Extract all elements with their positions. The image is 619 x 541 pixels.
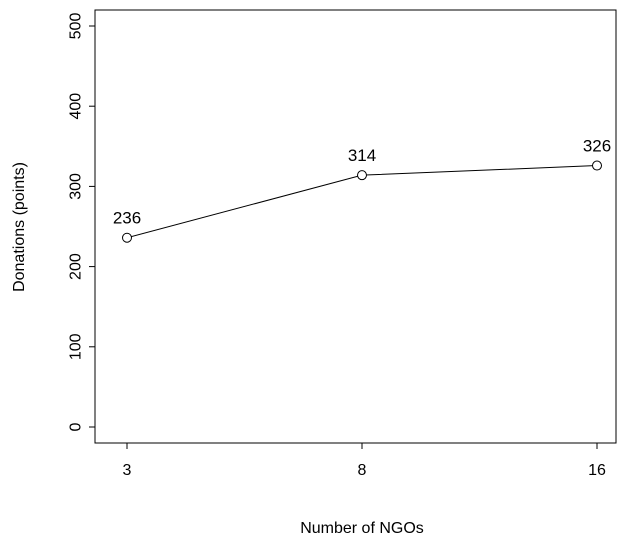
y-tick-label: 200: [68, 253, 85, 280]
data-point: [122, 232, 132, 243]
data-point: [357, 170, 367, 181]
data-label: 314: [348, 146, 376, 165]
x-axis-title: Number of NGOs: [300, 520, 424, 537]
x-tick-label: 3: [123, 462, 132, 479]
y-axis-title: Donations (points): [11, 162, 28, 292]
data-label: 236: [113, 209, 141, 228]
y-tick-label: 500: [68, 13, 85, 40]
y-axis: 0 100 200 300 400 500: [68, 13, 96, 431]
plot-frame: [94, 9, 617, 444]
y-tick-label: 300: [68, 173, 85, 200]
x-tick-label: 16: [588, 462, 606, 479]
data-point: [592, 160, 602, 171]
x-tick-label: 8: [358, 462, 367, 479]
data-labels: 236 314 326: [113, 137, 611, 228]
y-tick-label: 400: [68, 93, 85, 120]
x-axis: 3 8 16: [123, 442, 606, 479]
y-tick-label: 100: [68, 333, 85, 360]
series-line: [122, 160, 602, 243]
y-tick-label: 0: [68, 422, 85, 431]
data-label: 326: [583, 137, 611, 156]
